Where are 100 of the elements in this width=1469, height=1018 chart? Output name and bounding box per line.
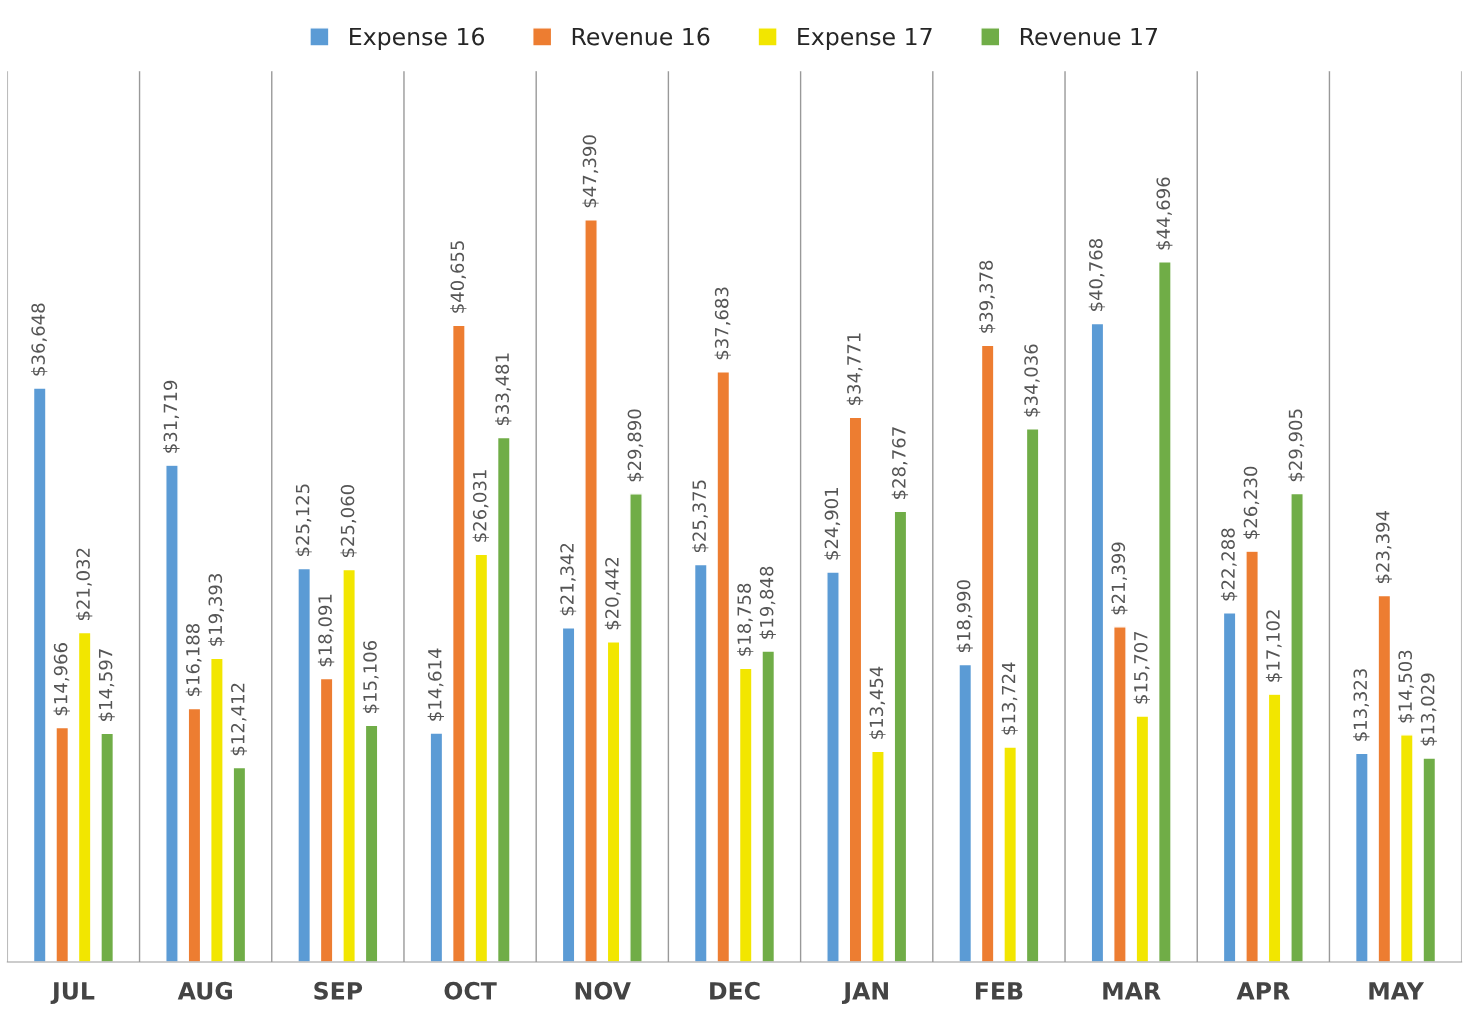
data-label: $18,091 [317,594,335,667]
bar [893,510,908,963]
data-label: $44,696 [1156,177,1173,250]
bar [1003,746,1018,963]
data-label: $21,342 [559,543,577,616]
bar [1135,715,1150,963]
bar [1222,612,1237,963]
data-label: $26,031 [472,470,489,542]
data-label: $34,036 [1023,344,1041,417]
data-label: $14,614 [427,648,444,721]
bar [165,464,179,963]
data-label: $16,188 [185,624,203,696]
bar [364,724,379,963]
data-label: $23,394 [1375,510,1392,584]
bar [1113,626,1127,963]
data-label: $21,399 [1111,542,1128,615]
data-label: $17,102 [1265,610,1283,682]
bar [77,631,92,963]
data-label: $14,597 [98,649,115,721]
bar [451,324,466,963]
x-tick-label: JAN [841,982,888,1005]
data-label: $14,503 [1398,650,1415,723]
data-label: $15,106 [362,640,380,713]
x-tick-label: SEP [314,981,363,1000]
x-tick-label: FEB [975,982,1023,1000]
bar [100,732,115,963]
bar [761,650,776,963]
data-label: $25,125 [295,484,312,556]
bar [210,657,224,963]
data-label: $12,412 [230,683,248,756]
bar [738,667,753,963]
data-label: $20,442 [604,558,622,630]
data-label: $29,905 [1288,409,1305,482]
data-label: $40,655 [450,241,467,313]
legend-label: Revenue 17 [1020,27,1157,46]
bar [584,219,598,963]
data-label: $34,771 [846,333,864,405]
data-label: $21,032 [75,548,93,621]
data-label: $37,683 [714,287,731,360]
data-label: $19,393 [208,574,225,646]
data-label: $40,768 [1088,239,1106,311]
data-label: $31,719 [163,380,180,453]
data-label: $24,901 [824,488,841,560]
data-label: $19,848 [759,566,776,639]
data-label: $28,767 [891,427,909,499]
bar [1377,594,1392,963]
bar [342,568,356,963]
bar [629,493,643,963]
x-tick-label: AUG [177,981,232,1000]
bar [561,627,576,963]
bar [1290,492,1304,963]
bar [716,371,731,963]
data-label: $26,230 [1243,466,1260,539]
data-label: $15,707 [1133,631,1150,704]
bar [848,416,863,963]
data-label: $33,481 [495,353,512,426]
bar [429,732,444,963]
data-label: $39,378 [978,260,996,333]
bar [606,641,621,963]
legend-label: Revenue 16 [572,27,710,46]
data-label: $47,390 [582,135,599,208]
bar [474,553,489,963]
x-tick-label: NOV [575,981,631,1000]
bar [232,766,247,963]
bar [1422,757,1437,963]
data-label: $25,375 [692,480,709,553]
data-label: $13,323 [1353,669,1370,741]
bar [55,726,70,963]
bar [1090,322,1105,963]
x-tick-label: JUL [50,982,95,1005]
bar [297,567,312,963]
bar [1354,752,1369,963]
x-tick-label: DEC [710,981,760,1000]
bar [32,387,47,963]
x-tick-label: APR [1236,982,1290,1000]
bar [958,663,973,963]
bar [1157,261,1172,963]
bar [1245,550,1259,963]
bar [496,436,511,963]
x-tick-label: MAY [1369,982,1425,1000]
x-tick-label: OCT [444,981,497,1000]
legend-label: Expense 16 [350,27,485,51]
bar [980,344,995,963]
data-label: $14,966 [53,643,70,716]
data-label: $29,890 [627,409,644,482]
bar [1399,734,1414,963]
legend-label: Expense 17 [798,27,932,51]
bar [826,571,840,963]
data-label: $36,648 [31,303,48,376]
bar [187,707,202,963]
data-label: $13,029 [1420,673,1437,746]
data-label: $13,724 [1001,662,1018,735]
x-tick-label: MAR [1103,982,1161,1000]
bar [871,750,885,963]
data-label: $18,758 [737,583,754,656]
bar [693,563,708,963]
data-label: $22,288 [1220,528,1238,601]
bar [319,677,334,963]
data-label: $13,454 [869,666,886,739]
bar [1025,428,1040,963]
